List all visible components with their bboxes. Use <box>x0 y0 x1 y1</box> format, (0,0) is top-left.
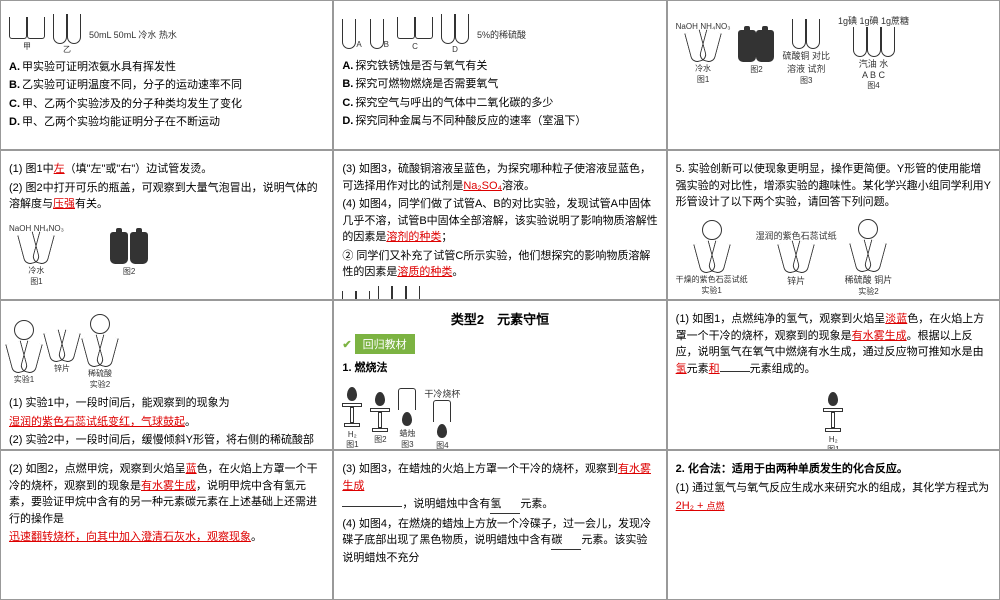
answer-blank: Na₂SO₄ <box>463 180 502 192</box>
cell-1-1: 甲 乙 50mL 50mL 冷水 热水 A.甲实验可证明浓氨水具有挥发性 B.乙… <box>0 0 333 150</box>
option-a: A.探究铁锈蚀是否与氧气有关 <box>342 59 657 74</box>
cell-4-1: (2) 如图2，点燃甲烷，观察到火焰呈蓝色，在火焰上方罩一个干冷的烧杯，观察到的… <box>0 450 333 600</box>
answer-blank: 左 <box>54 163 65 175</box>
answer-blank: 有水雾生成 <box>852 330 907 342</box>
option-b: B.乙实验可证明温度不同，分子的运动速率不同 <box>9 78 324 93</box>
question-text: 5. 实验创新可以使现象更明显，操作更简便。Y形管的使用能增强实验的对比性，增添… <box>676 161 991 211</box>
cell-3-1: 实验1 锌片 稀硫酸实验2 (1) 实验1中，一段时间后，能观察到的现象为 湿润… <box>0 300 333 450</box>
fig-label: 乙 <box>63 45 71 54</box>
option-b: B.探究可燃物燃烧是否需要氧气 <box>342 77 657 92</box>
option-a: A.甲实验可证明浓氨水具有挥发性 <box>9 60 324 75</box>
option-d: D.甲、乙两个实验均能证明分子在不断运动 <box>9 115 324 130</box>
cell-1-2: A B C D 5%的稀硫酸 A.探究铁锈蚀是否与氧气有关 B.探究可燃物燃烧是… <box>333 0 666 150</box>
cell-3-3: (1) 如图1，点燃纯净的氢气，观察到火焰呈淡蓝色，在火焰上方罩一个干冷的烧杯，… <box>667 300 1000 450</box>
cell-2-3: 5. 实验创新可以使现象更明显，操作更简便。Y形管的使用能增强实验的对比性，增添… <box>667 150 1000 300</box>
answer-blank: 溶剂的种类 <box>386 231 441 243</box>
answer-blank: 蓝 <box>186 463 197 475</box>
section-title: 类型2 元素守恒 <box>342 309 657 328</box>
answer-blank: 溶质的种类 <box>397 266 452 278</box>
cell-4-2: (3) 如图3，在蜡烛的火焰上方罩一个干冷的烧杯，观察到有水雾生成 ，说明蜡烛中… <box>333 450 666 600</box>
figure-row-2: A B C D 5%的稀硫酸 <box>342 14 657 54</box>
option-d: D.探究同种金属与不同种酸反应的速率（室温下） <box>342 114 657 129</box>
check-icon: ✔ <box>342 339 351 351</box>
cell-2-1: (1) 图1中左（填"左"或"右"）边试管发烫。 (2) 图2中打开可乐的瓶盖，… <box>0 150 333 300</box>
answer-blank: 氢 <box>676 363 687 375</box>
option-c: C.甲、乙两个实验涉及的分子种类均发生了变化 <box>9 97 324 112</box>
cell-2-2: (3) 如图3，硫酸铜溶液呈蓝色，为探究哪种粒子使溶液显蓝色，可选择用作对比的试… <box>333 150 666 300</box>
cell-4-3: 2. 化合法：适用于由两种单质发生的化合反应。 (1) 通过氢气与氧气反应生成水… <box>667 450 1000 600</box>
answer-blank: 淡蓝 <box>885 313 907 325</box>
fig-caption: 50mL 50mL 冷水 热水 <box>89 28 177 41</box>
answer-blank: 迅速翻转烧杯，向其中加入澄清石灰水，观察现象 <box>9 531 251 543</box>
answer-blank: 湿润的紫色石蕊试纸变红，气球鼓起 <box>9 416 185 428</box>
figure-row-1: 甲 乙 50mL 50mL 冷水 热水 <box>9 14 324 55</box>
section-header: 回归教材 <box>355 334 415 354</box>
answer-blank: 有水雾生成 <box>141 480 196 492</box>
cell-3-2: 类型2 元素守恒 ✔ 回归教材 1. 燃烧法 H₂图1 图2 蜡烛图3 干冷烧杯… <box>333 300 666 450</box>
answer-equation: 2H₂ + <box>676 500 707 512</box>
answer-blank: 压强 <box>53 198 75 210</box>
heading: 2. 化合法：适用于由两种单质发生的化合反应。 <box>676 461 991 478</box>
heading: 1. 燃烧法 <box>342 360 657 377</box>
option-c: C.探究空气与呼出的气体中二氧化碳的多少 <box>342 96 657 111</box>
fig-label: 甲 <box>23 42 31 51</box>
cell-1-3: NaOH NH₄NO₃冷水图1 图2 硫酸铜 对比溶液 试剂图3 1g碘 1g碘… <box>667 0 1000 150</box>
